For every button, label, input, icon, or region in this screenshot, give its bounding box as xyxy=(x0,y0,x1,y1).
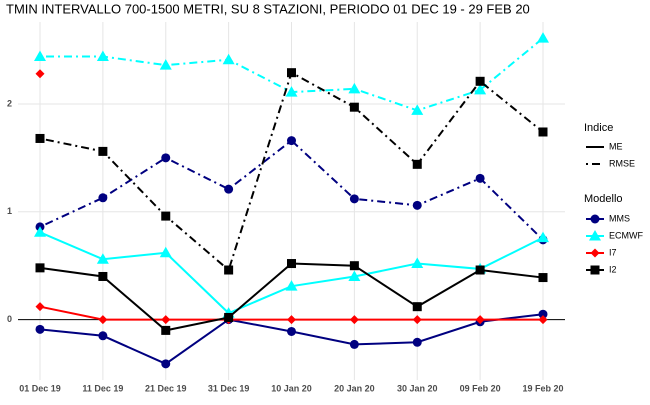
marker xyxy=(35,302,45,312)
marker xyxy=(222,53,235,65)
marker xyxy=(475,173,485,183)
marker xyxy=(96,253,109,264)
marker xyxy=(590,248,600,258)
marker xyxy=(35,133,45,143)
x-tick-label: 10 Jan 20 xyxy=(271,383,312,393)
marker xyxy=(159,59,172,70)
marker xyxy=(98,331,108,341)
x-tick-label: 01 Dec 19 xyxy=(19,383,61,393)
legend-label: RMSE xyxy=(609,158,635,168)
marker xyxy=(287,326,296,336)
marker xyxy=(412,315,422,325)
marker xyxy=(161,315,171,325)
marker xyxy=(589,230,601,241)
marker xyxy=(538,127,548,137)
marker xyxy=(287,315,296,325)
series-line xyxy=(39,139,544,241)
marker xyxy=(287,68,296,78)
legend-label: MMS xyxy=(609,213,630,223)
x-tick-label: 30 Jan 20 xyxy=(397,383,438,393)
x-tick-label: 31 Dec 19 xyxy=(208,383,250,393)
legend-title: Modello xyxy=(584,193,623,205)
legend-label: ME xyxy=(609,141,623,151)
marker xyxy=(224,265,234,275)
marker xyxy=(349,315,359,325)
marker xyxy=(475,315,485,325)
marker xyxy=(35,324,45,334)
marker xyxy=(35,69,45,79)
marker xyxy=(411,104,424,115)
marker xyxy=(412,200,422,210)
marker xyxy=(224,312,234,322)
marker xyxy=(161,153,171,163)
marker xyxy=(159,246,172,258)
marker xyxy=(349,339,359,349)
x-tick-label: 11 Dec 19 xyxy=(82,383,123,393)
marker xyxy=(349,102,359,112)
marker xyxy=(287,259,296,269)
marker xyxy=(538,315,548,325)
marker xyxy=(590,214,600,224)
marker xyxy=(474,83,487,95)
marker xyxy=(98,193,108,203)
marker xyxy=(285,86,298,97)
chart-title: TMIN INTERVALLO 700-1500 METRI, SU 8 STA… xyxy=(6,1,530,16)
marker xyxy=(536,231,549,243)
marker xyxy=(161,325,171,335)
x-tick-label: 19 Feb 20 xyxy=(522,383,563,393)
legend-label: I7 xyxy=(609,247,617,257)
marker xyxy=(161,359,171,369)
y-tick-label: 1 xyxy=(7,206,12,216)
x-tick-label: 20 Jan 20 xyxy=(334,383,375,393)
marker xyxy=(35,263,45,273)
legend-label: I2 xyxy=(609,264,617,274)
marker xyxy=(96,50,109,62)
x-tick-label: 21 Dec 19 xyxy=(145,383,187,393)
marker xyxy=(224,184,234,194)
marker xyxy=(348,270,361,281)
y-tick-label: 2 xyxy=(7,98,12,108)
x-tick-label: 09 Feb 20 xyxy=(460,383,501,393)
marker xyxy=(475,265,485,275)
marker xyxy=(475,76,485,86)
marker xyxy=(536,32,549,43)
marker xyxy=(34,50,47,62)
marker xyxy=(98,315,108,325)
marker xyxy=(412,337,422,347)
marker xyxy=(348,82,361,94)
y-tick-label: 0 xyxy=(7,314,12,324)
marker xyxy=(285,280,298,291)
marker xyxy=(98,146,108,156)
marker xyxy=(161,211,171,221)
marker xyxy=(287,136,296,146)
marker xyxy=(349,194,359,204)
marker xyxy=(349,261,359,271)
marker xyxy=(590,265,600,275)
legend-title: Indice xyxy=(584,122,613,134)
marker xyxy=(98,271,108,281)
marker xyxy=(412,159,422,169)
marker xyxy=(538,273,548,283)
legend-label: ECMWF xyxy=(609,230,643,240)
marker xyxy=(538,309,548,319)
marker xyxy=(411,257,424,269)
marker xyxy=(412,302,422,312)
marker xyxy=(34,226,47,237)
